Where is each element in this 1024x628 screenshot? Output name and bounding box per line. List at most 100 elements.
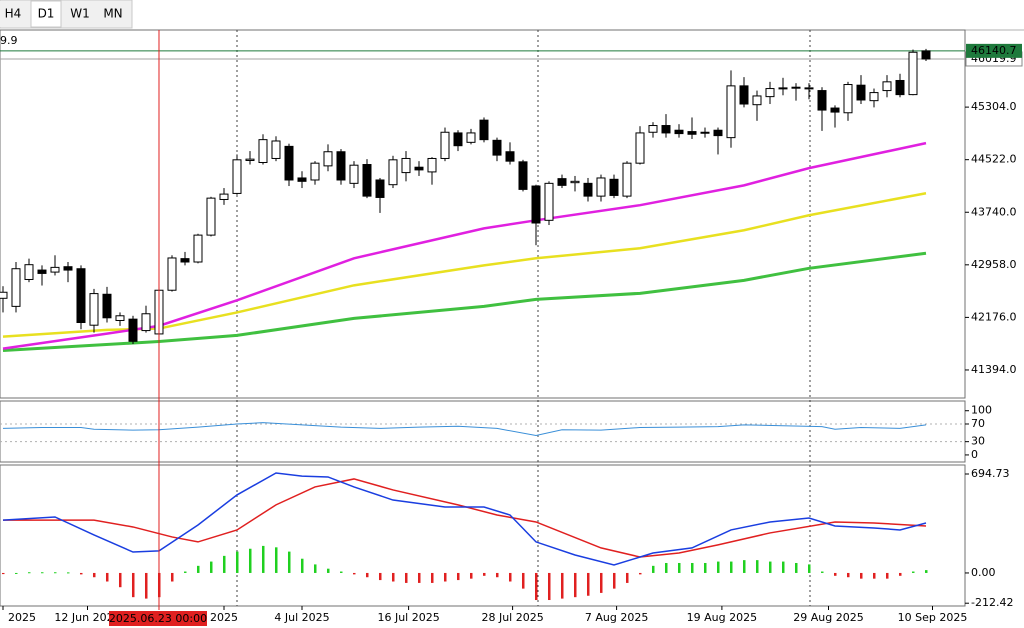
- x-tick-label: 7 Aug 2025: [585, 611, 648, 624]
- candle-body: [479, 119, 489, 141]
- candle-body: [609, 178, 619, 196]
- rsi-line: [2, 422, 927, 436]
- y-tick-label: -212.42: [971, 596, 1013, 609]
- histogram-bar: [690, 562, 694, 573]
- histogram-bar: [79, 572, 83, 575]
- histogram-bar: [391, 572, 395, 582]
- x-tick-label: 29 Aug 2025: [793, 611, 863, 624]
- candle-body: [323, 151, 333, 167]
- histogram-bar: [66, 572, 70, 574]
- price-tag: [966, 43, 1022, 58]
- histogram-bar: [131, 572, 135, 598]
- candle-body: [453, 132, 463, 147]
- histogram-bar: [677, 562, 681, 573]
- candle-body: [765, 88, 775, 98]
- candle-body: [180, 258, 190, 263]
- candle-body: [635, 132, 645, 164]
- tab-label[interactable]: D1: [38, 7, 55, 21]
- candle-body: [882, 81, 892, 92]
- candle-body: [804, 87, 814, 90]
- candle-body: [557, 178, 567, 186]
- histogram-bar: [105, 572, 109, 582]
- candle-body: [362, 164, 372, 197]
- moving-average: [2, 251, 927, 353]
- histogram-bar: [521, 572, 525, 589]
- candle-body: [700, 131, 710, 134]
- histogram-bar: [404, 572, 408, 583]
- y-tick-label: 30: [971, 435, 985, 448]
- x-tick-label: 28 Jul 2025: [481, 611, 543, 624]
- candle-body: [219, 193, 229, 200]
- candle-body: [0, 291, 8, 299]
- histogram-bar: [183, 571, 187, 573]
- tab-d1[interactable]: [30, 0, 62, 28]
- y-tick-label: 100: [971, 404, 992, 417]
- candle-body: [778, 87, 788, 90]
- tab-label[interactable]: W1: [70, 7, 90, 21]
- histogram-bar: [833, 572, 837, 576]
- histogram-bar: [924, 570, 928, 573]
- macd-line: [2, 472, 927, 566]
- candle-body: [245, 158, 255, 161]
- tab-label[interactable]: H4: [5, 7, 22, 21]
- candle-body: [440, 131, 450, 159]
- histogram-bar: [664, 562, 668, 573]
- histogram-bar: [716, 561, 720, 573]
- histogram-bar: [794, 562, 798, 573]
- histogram-bar: [196, 565, 200, 573]
- candle-body: [349, 164, 359, 184]
- candle-body: [895, 79, 905, 96]
- histogram-bar: [118, 572, 122, 588]
- histogram-bar: [300, 558, 304, 573]
- candle-body: [674, 129, 684, 135]
- histogram-bar: [599, 572, 603, 593]
- candle-body: [544, 182, 554, 221]
- candle-body: [466, 132, 476, 143]
- histogram-bar: [313, 564, 317, 573]
- histogram-bar: [612, 572, 616, 589]
- tab-mn[interactable]: [98, 1, 130, 27]
- candle-body: [570, 180, 580, 184]
- candle-body: [24, 264, 34, 280]
- histogram-bar: [625, 572, 629, 583]
- crosshair-label: 2025.06.23 00:00: [109, 612, 207, 625]
- candle-body: [11, 268, 21, 307]
- histogram-bar: [820, 571, 824, 573]
- left-price-label: 9.9: [0, 34, 18, 47]
- tab-label[interactable]: MN: [103, 7, 122, 21]
- candle-body: [271, 140, 281, 159]
- candle-body: [648, 125, 658, 133]
- candle-body: [518, 161, 528, 190]
- histogram-bar: [859, 572, 863, 579]
- histogram-bar: [846, 572, 850, 578]
- x-tick-label: 10 Sep 2025: [898, 611, 968, 624]
- histogram-bar: [417, 572, 421, 583]
- x-tick-label: 12 Jun 2025: [54, 611, 120, 624]
- candle-body: [414, 166, 424, 171]
- histogram-bar: [560, 572, 564, 599]
- histogram-bar: [508, 572, 512, 582]
- candle-body: [687, 131, 697, 135]
- histogram-bar: [768, 561, 772, 573]
- x-tick-label: 16 Jul 2025: [377, 611, 439, 624]
- candle-body: [193, 234, 203, 263]
- tab-h4[interactable]: [0, 1, 30, 27]
- y-tick-label: 45304.0: [971, 100, 1017, 113]
- candle-body: [76, 268, 86, 324]
- candle-body: [726, 85, 736, 139]
- candle-body: [583, 182, 593, 197]
- candle-body: [232, 159, 242, 194]
- histogram-bar: [482, 572, 486, 576]
- histogram-bar: [274, 547, 278, 573]
- tab-w1[interactable]: [64, 1, 96, 27]
- histogram-bar: [92, 572, 96, 578]
- candle-body: [843, 84, 853, 114]
- rsi-panel: [0, 400, 966, 463]
- histogram-bar: [40, 572, 44, 574]
- histogram-bar: [248, 548, 252, 573]
- candle-body: [401, 157, 411, 174]
- candle-body: [713, 129, 723, 137]
- candle-body: [258, 139, 268, 164]
- histogram-bar: [807, 564, 811, 573]
- candle-body: [492, 139, 502, 156]
